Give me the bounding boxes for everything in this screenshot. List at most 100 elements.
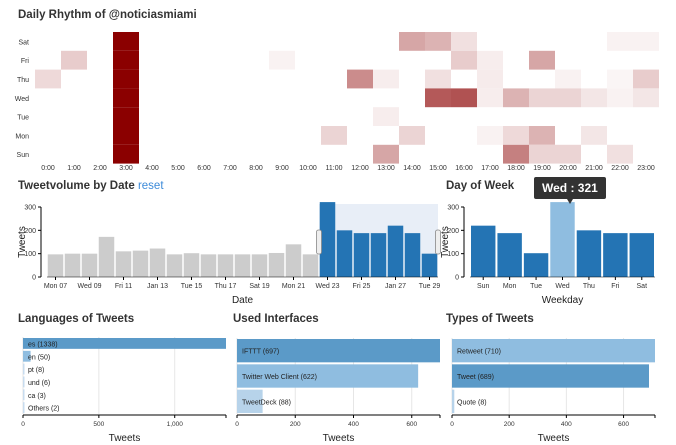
brush-handle-right[interactable]: [435, 229, 441, 255]
tweetvolume-bar[interactable]: [268, 252, 285, 277]
day_of_week-bar[interactable]: [576, 230, 602, 277]
heatmap-cell[interactable]: [503, 88, 529, 108]
heatmap-cell[interactable]: [113, 144, 139, 164]
heatmap-cell[interactable]: [477, 126, 503, 145]
heatmap-cell[interactable]: [607, 69, 633, 89]
tweetvolume-bar[interactable]: [387, 225, 404, 277]
languages-bar[interactable]: [23, 338, 226, 349]
heatmap-cell[interactable]: [425, 69, 451, 89]
tweetvolume-bar[interactable]: [370, 233, 387, 277]
tweetvolume-bar[interactable]: [421, 253, 438, 277]
tweetvolume-bar[interactable]: [200, 254, 217, 277]
heatmap-cell[interactable]: [503, 126, 529, 145]
heatmap-cell[interactable]: [607, 88, 633, 108]
heatmap-cell[interactable]: [61, 50, 87, 70]
heatmap-cell[interactable]: [581, 126, 607, 145]
tweetvolume-bar[interactable]: [353, 233, 370, 277]
tweetvolume-bar[interactable]: [234, 254, 251, 277]
heatmap-cell[interactable]: [555, 144, 581, 164]
tweetvolume-title-text: Tweetvolume by Date: [18, 180, 135, 192]
tweetvolume-x-tick-label: Jan 27: [385, 283, 406, 290]
tweetvolume-bar[interactable]: [217, 254, 234, 277]
heatmap-cell[interactable]: [347, 69, 373, 89]
heatmap-cell[interactable]: [373, 69, 399, 89]
types-bar[interactable]: [452, 364, 649, 388]
heatmap-cell[interactable]: [399, 126, 425, 145]
heatmap-cell[interactable]: [477, 69, 503, 89]
day_of_week-bar[interactable]: [523, 253, 549, 277]
tweetvolume-bar[interactable]: [149, 248, 166, 277]
heatmap-cell[interactable]: [581, 88, 607, 108]
heatmap-cell[interactable]: [633, 88, 659, 108]
tweetvolume-bar[interactable]: [285, 244, 302, 277]
heatmap-cell[interactable]: [425, 88, 451, 108]
interfaces-bar[interactable]: [237, 339, 440, 363]
heatmap-cell[interactable]: [633, 69, 659, 89]
heatmap-cell[interactable]: [555, 88, 581, 108]
heatmap-cell[interactable]: [451, 88, 477, 108]
types-x-tick-label: 0: [450, 421, 454, 428]
tweetvolume-bar[interactable]: [251, 254, 268, 277]
heatmap-cell[interactable]: [555, 69, 581, 89]
heatmap-cell[interactable]: [113, 50, 139, 70]
tweetvolume-bar[interactable]: [115, 251, 132, 277]
heatmap-cell[interactable]: [529, 88, 555, 108]
tweetvolume-bar[interactable]: [404, 233, 421, 277]
day_of_week-bar[interactable]: [603, 233, 628, 277]
tweetvolume-bar[interactable]: [302, 254, 319, 277]
heatmap-cell[interactable]: [373, 144, 399, 164]
reset-link[interactable]: reset: [137, 180, 164, 192]
heatmap-cell[interactable]: [451, 50, 477, 70]
heatmap-cell[interactable]: [425, 32, 451, 51]
heatmap-cell[interactable]: [113, 32, 139, 51]
types-bar[interactable]: [452, 389, 455, 413]
heatmap-cell[interactable]: [529, 50, 555, 70]
tweetvolume-bar[interactable]: [64, 253, 81, 277]
heatmap-cell[interactable]: [477, 88, 503, 108]
heatmap-cell[interactable]: [399, 32, 425, 51]
languages-bar[interactable]: [23, 389, 25, 401]
tweetvolume-bar[interactable]: [81, 253, 98, 277]
languages-bar[interactable]: [23, 363, 25, 375]
day_of_week-bar[interactable]: [471, 225, 496, 277]
heatmap-cell[interactable]: [607, 32, 633, 51]
heatmap-cell[interactable]: [113, 69, 139, 89]
heatmap-cell[interactable]: [113, 107, 139, 126]
brush-handle-left[interactable]: [316, 229, 322, 255]
interfaces-bar[interactable]: [237, 389, 263, 413]
heatmap-cell[interactable]: [633, 32, 659, 51]
types-bar[interactable]: [452, 339, 655, 363]
heatmap-cell[interactable]: [113, 126, 139, 145]
languages-bar[interactable]: [23, 350, 31, 362]
heatmap-cell[interactable]: [607, 144, 633, 164]
tweetvolume-bar[interactable]: [183, 253, 200, 277]
tweetvolume-bar[interactable]: [166, 254, 183, 277]
heatmap-cell[interactable]: [373, 107, 399, 126]
heatmap-cell[interactable]: [113, 88, 139, 108]
day_of_week-x-tick-label: Tue: [530, 283, 542, 290]
heatmap-cell[interactable]: [35, 69, 61, 89]
tweetvolume-bar[interactable]: [132, 250, 149, 277]
interfaces-bar[interactable]: [237, 364, 419, 388]
heatmap-cell[interactable]: [269, 50, 295, 70]
heatmap-cell[interactable]: [451, 32, 477, 51]
heatmap-row-label: Sat: [18, 39, 29, 46]
interfaces-bar-label: TweetDeck (88): [242, 399, 291, 406]
languages-bar[interactable]: [23, 402, 25, 413]
day_of_week-bar[interactable]: [497, 233, 522, 277]
types-x-axis-label: Tweets: [538, 433, 570, 444]
heatmap-cell[interactable]: [529, 126, 555, 145]
tweetvolume-bar[interactable]: [98, 236, 115, 277]
day_of_week-bar[interactable]: [550, 202, 575, 277]
heatmap-cell[interactable]: [529, 144, 555, 164]
heatmap-row-label: Thu: [17, 77, 29, 84]
languages-title: Languages of Tweets: [18, 313, 135, 325]
tweetvolume-bar[interactable]: [336, 230, 353, 277]
heatmap-cell[interactable]: [503, 144, 529, 164]
tweetvolume-bar[interactable]: [319, 202, 336, 277]
heatmap-cell[interactable]: [321, 126, 347, 145]
languages-bar[interactable]: [23, 376, 25, 388]
heatmap-cell[interactable]: [477, 50, 503, 70]
tweetvolume-bar[interactable]: [47, 254, 64, 277]
day_of_week-bar[interactable]: [629, 233, 654, 277]
